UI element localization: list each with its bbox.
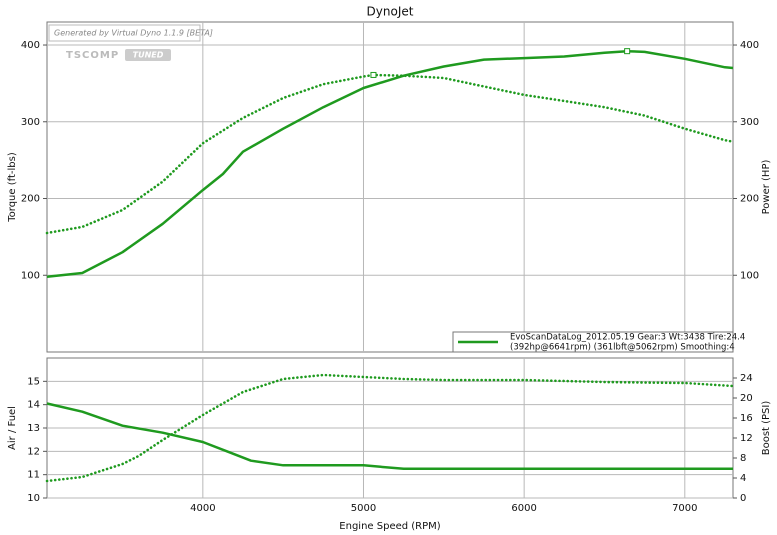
y-axis-label: Air / Fuel: [7, 406, 18, 450]
y-tick-label: 14: [27, 400, 40, 411]
y-axis-label: Torque (ft-lbs): [7, 152, 18, 223]
y-tick-label: 100: [21, 270, 40, 281]
series-line: [46, 49, 734, 279]
peak-marker: [624, 48, 631, 55]
y-tick-label: 300: [21, 117, 40, 128]
x-axis-label: Engine Speed (RPM): [339, 521, 440, 532]
x-tick-label: 6000: [511, 503, 536, 514]
legend-label: EvoScanDataLog_2012.05.19 Gear:3 Wt:3438…: [510, 333, 745, 343]
y2-tick-label: 16: [740, 413, 753, 424]
y2-tick-label: 100: [740, 270, 759, 281]
watermark: Generated by Virtual Dyno 1.1.9 [BETA]: [54, 29, 213, 38]
logo-text: TUNED: [133, 51, 164, 60]
watermark-box: [48, 24, 201, 42]
series-line: [46, 402, 733, 471]
peak-marker: [370, 71, 377, 78]
logo-text: TSCOMP: [66, 50, 119, 61]
top-plot-area: [46, 21, 734, 353]
y2-tick-label: 12: [740, 433, 753, 444]
y2-tick-label: 400: [740, 40, 759, 51]
y2-axis-label: Boost (PSI): [761, 401, 772, 456]
chart-title: DynoJet: [367, 5, 414, 19]
y2-tick-label: 24: [740, 373, 753, 384]
logo-badge: [125, 49, 171, 61]
x-tick-label: 5000: [351, 503, 376, 514]
legend-label: (392hp@6641rpm) (361lbft@5062rpm) Smooth…: [510, 343, 735, 353]
y2-tick-label: 20: [740, 393, 753, 404]
y2-tick-label: 200: [740, 194, 759, 205]
y2-tick-label: 8: [740, 453, 746, 464]
y-tick-label: 10: [27, 493, 40, 504]
y-tick-label: 13: [27, 423, 40, 434]
series-line: [45, 373, 735, 483]
y-tick-label: 400: [21, 40, 40, 51]
y2-tick-label: 4: [740, 473, 746, 484]
y2-tick-label: 0: [740, 493, 746, 504]
y2-tick-label: 300: [740, 117, 759, 128]
top-panel: 100 200 300 400 100 200 300 400 Torque (ft-lbs) P…: [7, 22, 772, 352]
series-line: [45, 73, 735, 235]
bottom-panel: 4000 5000 6000 7000 10 11 12 13 14 15 0 4 8 12 16 20 24 A…: [7, 358, 772, 532]
y-tick-label: 12: [27, 446, 40, 457]
x-tick-label: 4000: [190, 503, 215, 514]
y-tick-label: 15: [27, 376, 40, 387]
y2-axis-label: Power (HP): [761, 160, 772, 215]
x-tick-label: 7000: [672, 503, 697, 514]
y-tick-label: 200: [21, 194, 40, 205]
legend-box: [452, 331, 734, 353]
y-tick-label: 11: [27, 470, 40, 481]
